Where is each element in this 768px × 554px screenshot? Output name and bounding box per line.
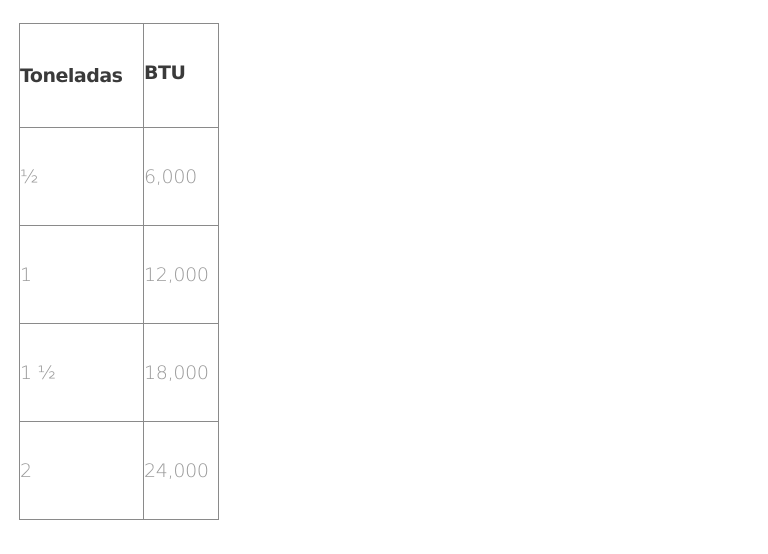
cell-btu: 6,000: [143, 127, 219, 226]
tons-btu-table: Toneladas BTU ½ 6,000 1 12,000 1 ½ 18,00…: [19, 23, 219, 520]
table-row: ½ 6,000: [19, 127, 219, 226]
cell-btu: 24,000: [143, 421, 219, 520]
header-btu: BTU: [143, 23, 219, 128]
header-toneladas: Toneladas: [19, 23, 144, 128]
table-row: 1 ½ 18,000: [19, 323, 219, 422]
cell-btu: 18,000: [143, 323, 219, 422]
table-header-row: Toneladas BTU: [19, 23, 219, 128]
table-row: 2 24,000: [19, 421, 219, 520]
cell-tons: 2: [19, 421, 144, 520]
cell-tons: ½: [19, 127, 144, 226]
cell-tons: 1: [19, 225, 144, 324]
cell-btu: 12,000: [143, 225, 219, 324]
cell-tons: 1 ½: [19, 323, 144, 422]
table-row: 1 12,000: [19, 225, 219, 324]
